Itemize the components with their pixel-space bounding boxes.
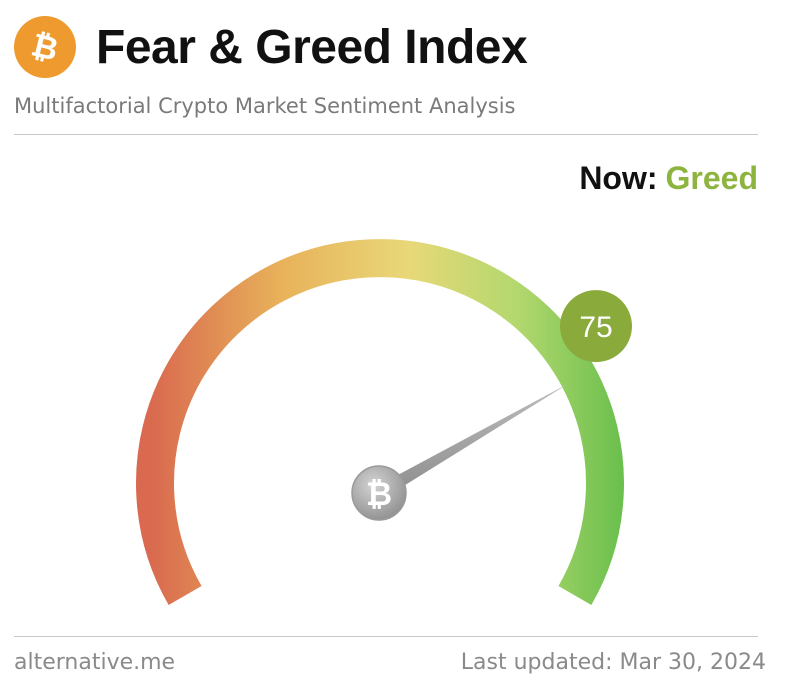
source-link[interactable]: alternative.me	[14, 650, 176, 675]
last-updated: Last updated: Mar 30, 2024	[461, 650, 766, 675]
last-updated-label: Last updated:	[460, 650, 613, 675]
page-subtitle: Multifactorial Crypto Market Sentiment A…	[14, 94, 516, 118]
last-updated-date: Mar 30, 2024	[619, 650, 766, 675]
svg-text:₿: ₿	[366, 476, 392, 512]
gauge-needle	[375, 383, 570, 500]
gauge-value: 75	[579, 311, 612, 344]
gauge-center-bitcoin-icon: ₿	[351, 465, 407, 521]
divider-top	[14, 134, 758, 135]
now-label: Now:	[579, 160, 658, 196]
bitcoin-logo-icon: ₿	[14, 16, 76, 78]
current-sentiment: Now: Greed	[579, 160, 758, 197]
sentiment-classification: Greed	[665, 160, 758, 196]
gauge-arc	[136, 239, 624, 605]
fear-greed-gauge: ₿ 75	[136, 239, 632, 605]
divider-bottom	[14, 636, 758, 637]
page-title: Fear & Greed Index	[96, 21, 528, 74]
svg-text:₿: ₿	[28, 27, 62, 67]
gauge-value-badge: 75	[560, 290, 632, 363]
